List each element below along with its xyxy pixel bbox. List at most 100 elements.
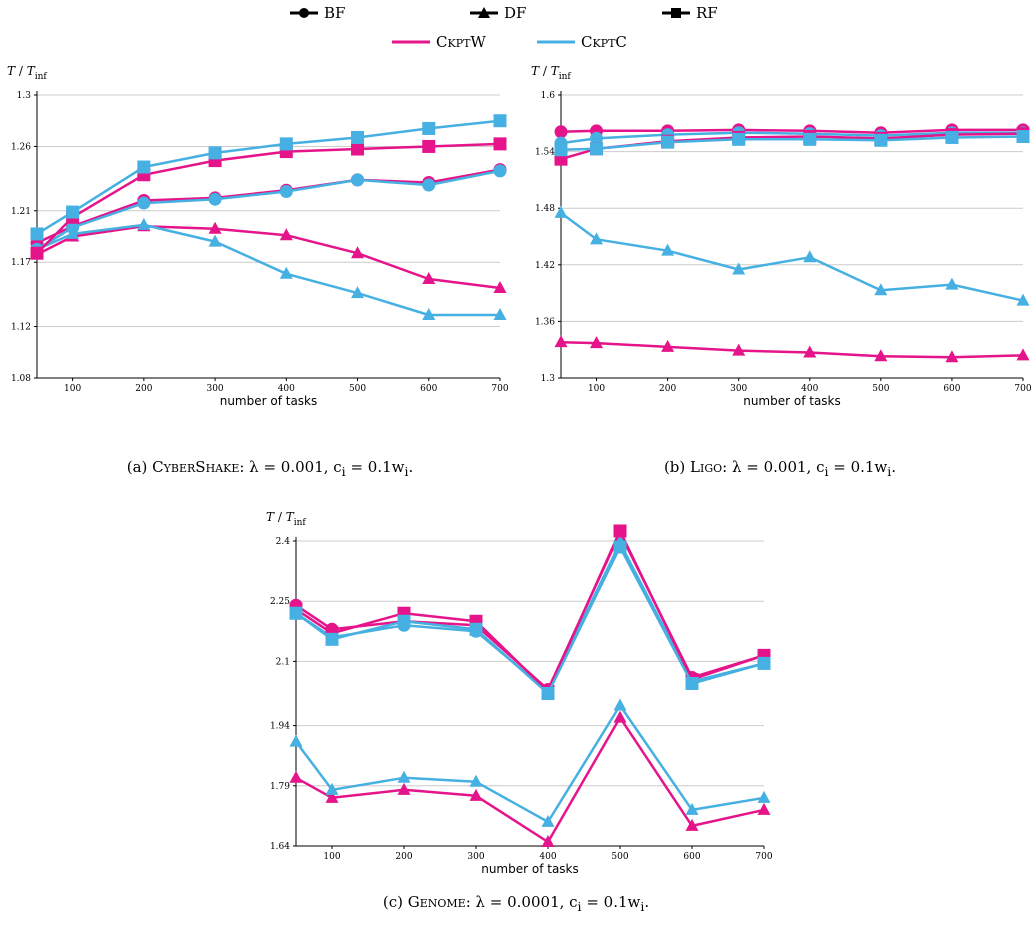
cybershake-point-ckptc-square [351,130,365,144]
cybershake-point-ckptw-triangle [493,280,507,293]
chart-cybershake: 1.08 1.12 1.17 1.21 1.26 1.3 100 200 300 400 500 60… [7,64,509,408]
ligo-point-ckptw-triangle [661,339,675,352]
caption-a-sub: i [341,464,346,479]
cybershake-point-ckptc-square [137,160,151,174]
genome-xtick-label: 600 [683,852,700,862]
genome-series-ckptc-square-line [295,545,765,695]
ligo-point-ckptc-square [661,135,675,149]
cybershake-point-ckptc-triangle [137,217,151,230]
genome-point-ckptc-triangle [469,774,483,787]
caption-b-end: . [891,458,897,476]
ligo-series-ckptc-square-line [560,135,1024,151]
genome-ytick-label: 1.64 [270,842,290,852]
legend-ckptw-label: CkptW [436,33,486,51]
ligo-series-ckptc-circle-line [560,131,1023,145]
cybershake-ytick-label: 1.08 [11,374,31,384]
cybershake-point-ckptc-square [493,114,507,128]
caption-a-rest2: = 0.1w [345,458,405,476]
genome-point-ckptw-triangle [541,834,555,847]
ligo-ytick-label: 1.36 [535,317,555,327]
cybershake-point-ckptw-triangle [422,271,436,284]
legend-ckptc-label: CkptC [581,33,627,51]
ligo-point-ckptc-triangle [803,250,817,263]
genome-ytick-label: 2.25 [270,597,290,607]
genome-xlabel: number of tasks [481,862,579,876]
cybershake-ylabel: T / Tinf [7,64,47,82]
genome-point-ckptc-square [289,606,303,620]
ligo-point-ckptw-circle [554,125,568,139]
cybershake-point-ckptc-square [279,137,293,151]
caption-b-sub2: i [887,464,892,479]
legend-symbols [290,7,690,44]
genome-point-ckptc-square [685,676,699,690]
genome-point-ckptc-triangle [685,802,699,815]
cybershake-xtick-label: 400 [278,384,295,394]
genome-series-ckptc-circle-line [295,541,765,693]
caption-c-rest2: = 0.1w [581,893,641,911]
cybershake-xtick-label: 500 [349,384,366,394]
cybershake-point-ckptw-square [422,139,436,153]
ligo-ytick-label: 1.3 [541,374,556,384]
ligo-point-ckptc-triangle [732,262,746,275]
genome-point-ckptc-square [397,614,411,628]
cybershake-series-ckptw-triangle-line [36,224,501,290]
cybershake-xtick-label: 200 [135,384,152,394]
ligo-xtick-label: 400 [801,384,818,394]
genome-point-ckptc-square [541,687,555,700]
ligo-xtick-label: 100 [588,384,605,394]
ligo-point-ckptw-triangle [874,349,888,362]
genome-point-ckptw-triangle [685,818,699,831]
genome-point-ckptw-triangle [613,710,627,723]
cybershake-point-ckptc-triangle [66,226,80,239]
genome-point-ckptc-triangle [325,782,339,795]
caption-c: (c) Genome: λ = 0.0001, ci = 0.1wi. [306,893,726,914]
legend-rf-symbol [662,8,690,18]
ligo-point-ckptc-square [945,130,959,144]
cybershake-point-ckptw-triangle [351,246,365,259]
cybershake-point-ckptc-circle [493,164,507,178]
cybershake-series-ckptc-circle-line [36,169,501,251]
ligo-ytick-label: 1.42 [535,261,555,271]
ligo-point-ckptc-triangle [945,277,959,290]
cybershake-point-ckptc-square [208,146,222,160]
genome-point-ckptc-square [469,622,483,636]
cybershake-point-ckptc-circle [137,196,151,210]
cybershake-point-ckptc-triangle [422,307,436,320]
cybershake-series-ckptw-circle-line [36,168,501,245]
cybershake-xtick-label: 300 [206,384,223,394]
caption-b-prefix: (b) [663,458,686,476]
cybershake-point-ckptw-square [493,137,507,151]
cybershake-point-ckptw-square [30,246,44,260]
ligo-point-ckptc-circle [590,131,604,145]
genome-xtick-label: 300 [467,852,484,862]
ligo-ytick-label: 1.6 [541,91,556,101]
genome-point-ckptc-triangle [613,698,627,711]
caption-a-prefix: (a) [126,458,148,476]
ligo-point-ckptc-triangle [1016,293,1030,306]
ligo-point-ckptc-square [554,143,568,157]
cybershake-ytick-label: 1.17 [11,258,31,268]
caption-b-rest: : λ = 0.001, c [722,458,825,476]
caption-a-rest: : λ = 0.001, c [239,458,342,476]
ligo-point-ckptw-triangle [554,335,568,348]
genome-series-ckptc-triangle-line [294,704,765,824]
ligo-point-ckptw-triangle [732,343,746,356]
ligo-point-ckptc-triangle [874,283,888,296]
genome-point-ckptw-triangle [289,770,303,783]
cybershake-point-ckptc-circle [351,173,365,187]
ligo-point-ckptw-triangle [945,350,959,363]
caption-a-end: . [408,458,414,476]
ligo-xtick-label: 600 [943,384,960,394]
ligo-point-ckptc-square [732,132,746,146]
genome-point-ckptw-triangle [469,788,483,801]
ligo-ylabel: T / Tinf [531,64,571,82]
caption-c-prefix: (c) [382,893,403,911]
ligo-point-ckptc-square [803,132,817,146]
legend-rf-label: RF [696,4,718,22]
ligo-xlabel: number of tasks [743,394,841,408]
caption-a-name: CyberShake [152,458,240,476]
cybershake-point-ckptc-circle [422,178,436,192]
caption-c-name: Genome [407,893,466,911]
genome-point-ckptc-triangle [541,814,555,827]
legend-bf-symbol [290,8,318,18]
